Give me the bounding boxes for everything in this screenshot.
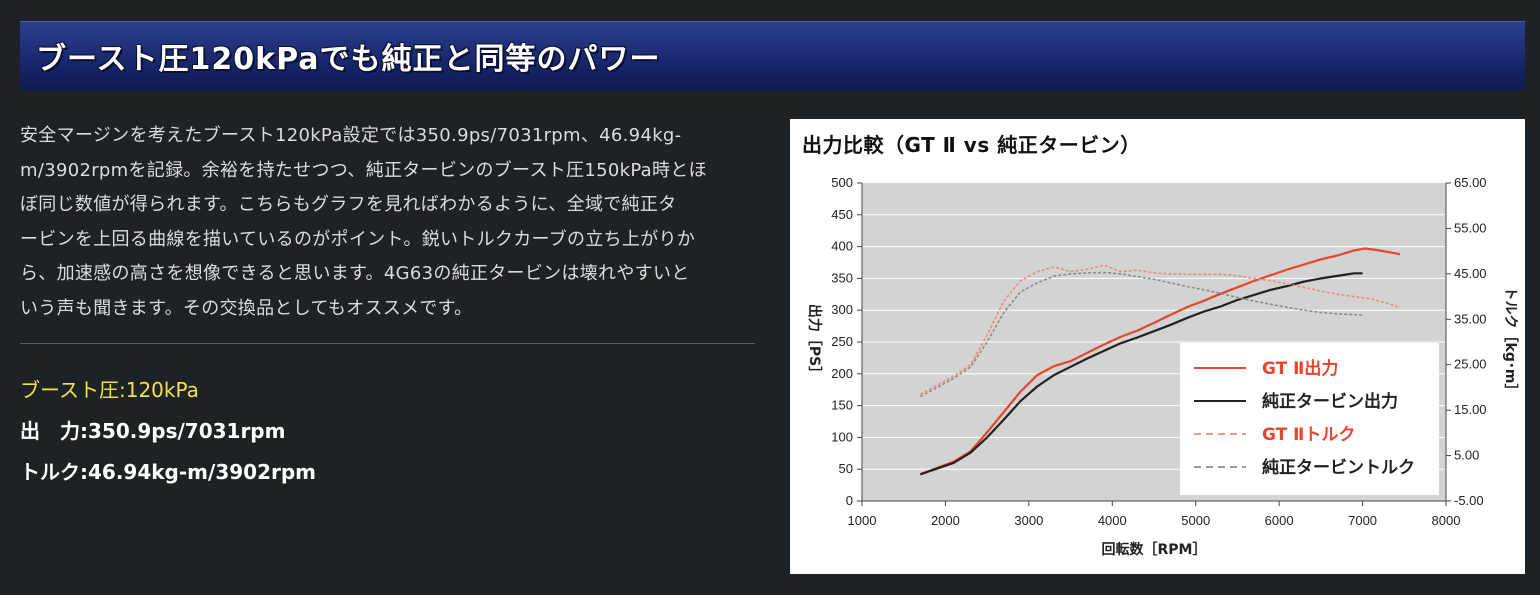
y2-tick-label: 15.00	[1454, 402, 1487, 417]
y-tick-label: 400	[831, 239, 853, 254]
divider	[20, 343, 755, 344]
x-axis-label: 回転数［RPM］	[1102, 541, 1207, 558]
x-tick-label: 8000	[1432, 513, 1461, 528]
series-line-3	[920, 271, 1363, 398]
description-line: 安全マージンを考えたブースト120kPa設定では350.9ps/7031rpm、…	[20, 125, 682, 146]
description-line: ぼ同じ数値が得られます。こちらもグラフを見ればわかるように、全域で純正タ	[20, 194, 677, 215]
series-line-0	[920, 247, 1401, 476]
y-tick-label: 350	[831, 270, 853, 285]
y-axis-label: 出力［PS］	[806, 304, 823, 380]
y2-axis-label: トルク［kg･m］	[1502, 287, 1519, 398]
y2-tick-label: 65.00	[1454, 175, 1487, 190]
y-tick-label: 0	[846, 493, 853, 508]
x-tick-label: 4000	[1098, 513, 1127, 528]
y2-tick-label: 45.00	[1454, 266, 1487, 281]
y2-tick-label: 25.00	[1454, 357, 1487, 372]
description-line: ら、加速感の高さを想像できると思います。4G63の純正タービンは壊れやすいと	[20, 263, 690, 284]
power-comparison-chart: 出力比較（GT Ⅱ vs 純正タービン） 0 50 100 150 200 250 300 3…	[790, 119, 1525, 574]
chart-svg: 0 50 100 150 200 250 300 350 400 450 500 -5.00 5.00 1…	[806, 175, 1519, 558]
x-tick-label: 5000	[1181, 513, 1210, 528]
legend-label: 純正タービン出力	[1262, 391, 1398, 412]
description-line: ービンを上回る曲線を描いているのがポイント。鋭いトルクカーブの立ち上がりか	[20, 228, 696, 250]
spec-boost: ブースト圧:120kPa	[20, 378, 199, 402]
y-tick-label: 50	[839, 461, 853, 476]
x-tick-label: 3000	[1014, 513, 1043, 528]
x-tick-label: 6000	[1265, 513, 1294, 528]
spec-torque: トルク:46.94kg-m/3902rpm	[20, 460, 317, 484]
legend-label: GT Ⅱ出力	[1262, 358, 1338, 379]
y2-tick-label: 55.00	[1454, 220, 1487, 235]
legend-label: GT Ⅱトルク	[1262, 425, 1355, 445]
section-title: ブースト圧120kPaでも純正と同等のパワー	[36, 42, 661, 77]
y2-tick-label: 35.00	[1454, 311, 1487, 326]
description-line: m/3902rpmを記録。余裕を持たせつつ、純正タービンのブースト圧150kPa…	[20, 159, 707, 181]
y-tick-label: 200	[831, 366, 853, 381]
y-tick-label: 150	[831, 398, 853, 413]
description-line: いう声も聞きます。その交換品としてもオススメです。	[20, 297, 473, 319]
spec-power: 出 力:350.9ps/7031rpm	[20, 419, 286, 443]
y-tick-label: 300	[831, 302, 853, 317]
x-tick-label: 2000	[931, 513, 960, 528]
y-tick-label: 100	[831, 429, 853, 444]
chart-title: 出力比較（GT Ⅱ vs 純正タービン）	[802, 133, 1141, 157]
series-line-2	[920, 264, 1401, 395]
section-banner: ブースト圧120kPaでも純正と同等のパワー	[20, 21, 1525, 90]
series-line-1	[920, 272, 1363, 476]
y-tick-label: 250	[831, 334, 853, 349]
y2-tick-label: -5.00	[1454, 493, 1484, 508]
description-text: 安全マージンを考えたブースト120kPa設定では350.9ps/7031rpm、…	[20, 119, 760, 326]
y-tick-label: 450	[831, 207, 853, 222]
x-tick-label: 7000	[1348, 513, 1377, 528]
x-tick-label: 1000	[848, 513, 877, 528]
y2-tick-label: 5.00	[1454, 448, 1479, 463]
y-tick-label: 500	[831, 175, 853, 190]
legend-label: 純正タービントルク	[1262, 457, 1415, 478]
